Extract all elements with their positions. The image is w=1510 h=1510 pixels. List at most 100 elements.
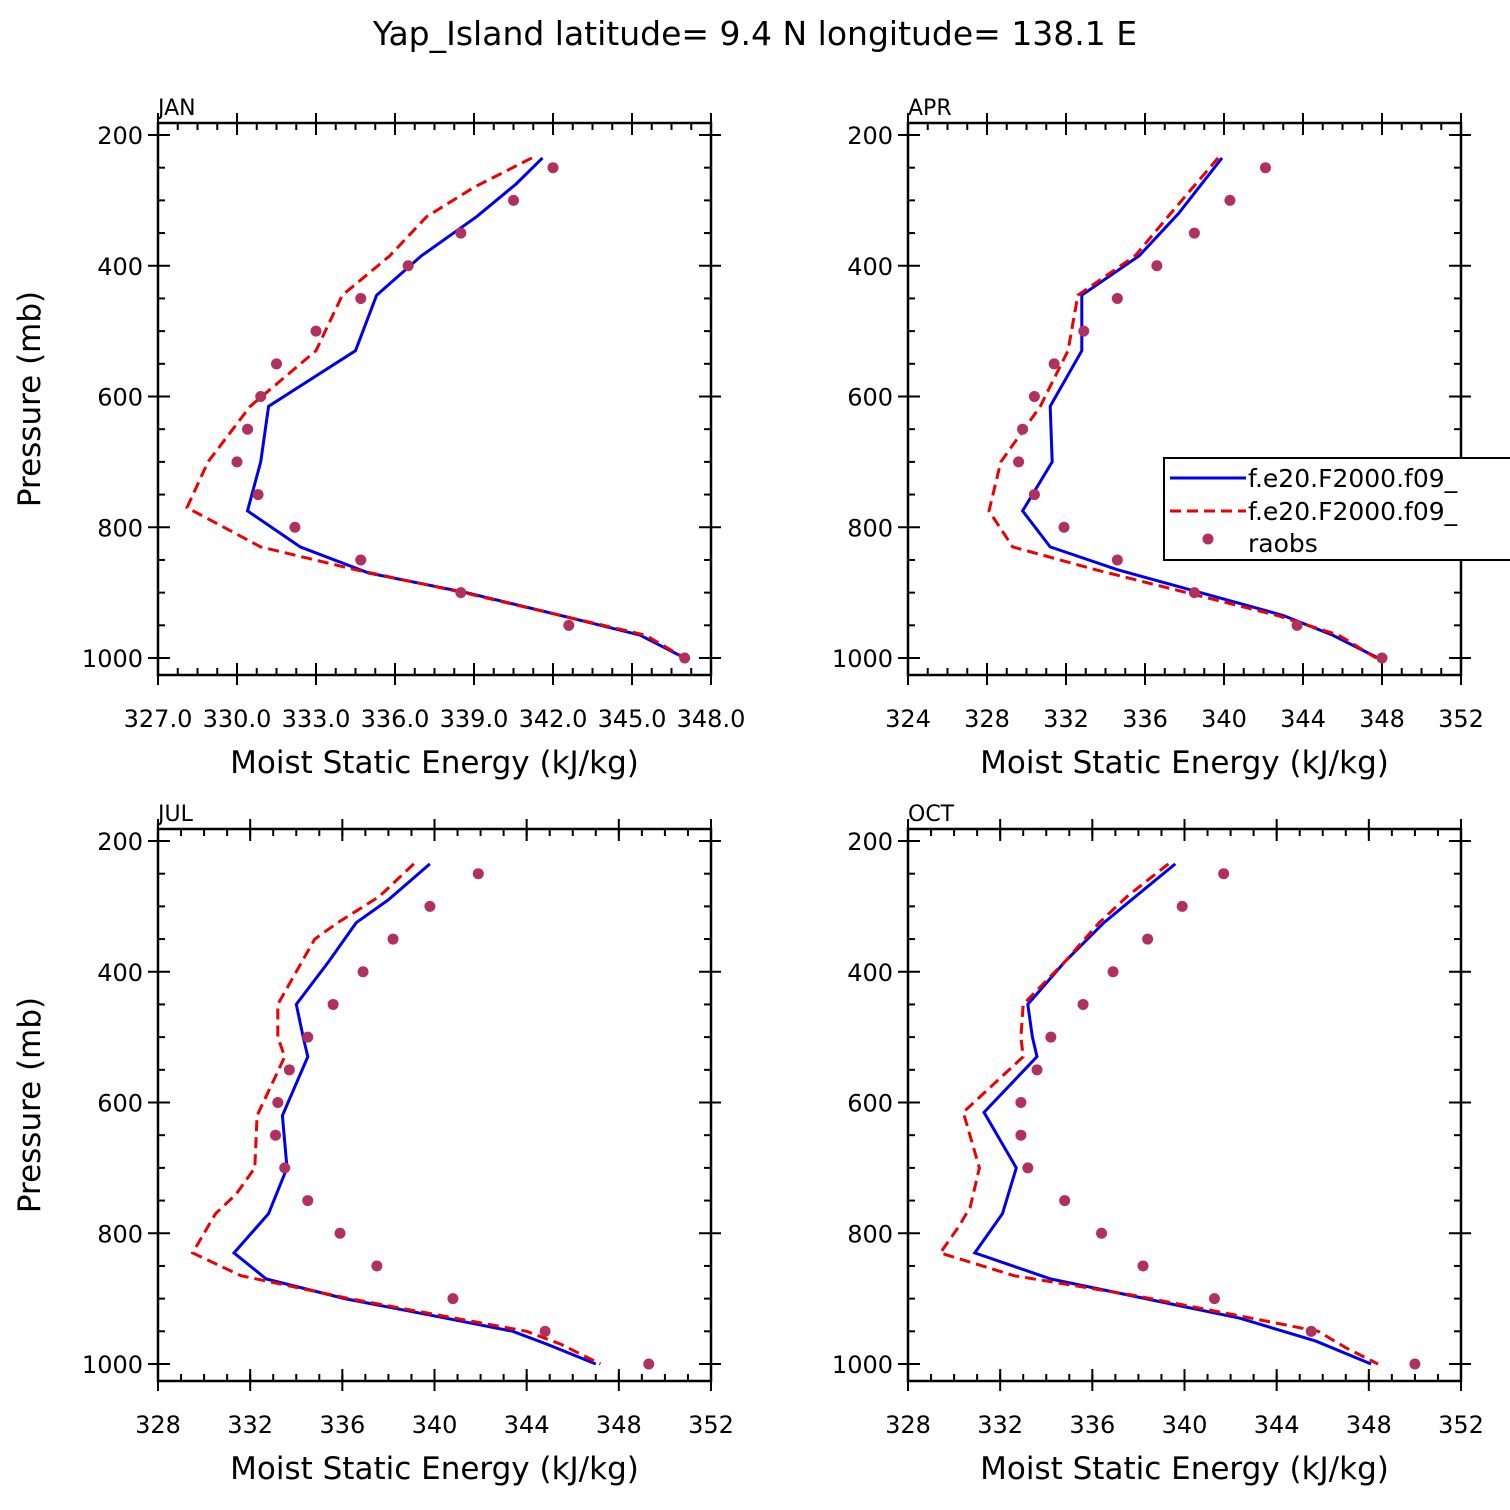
panel-oct: OCT 200 400 600 800 1000 328 332 336 340 344 348 352…	[832, 802, 1484, 1487]
y-tick-label: 800	[97, 514, 143, 542]
x-tick-label: 348	[1346, 1411, 1392, 1439]
raobs-point	[547, 162, 559, 174]
panel-title: APR	[908, 96, 952, 121]
x-tick-label: 328	[135, 1411, 181, 1439]
raobs-point	[289, 521, 301, 533]
raobs-point	[1017, 423, 1029, 435]
raobs-point	[371, 1260, 383, 1272]
y-tick-label: 200	[847, 122, 893, 150]
raobs-point	[1142, 933, 1154, 945]
raobs-point	[455, 227, 467, 239]
x-tick-label: 348.0	[677, 705, 746, 733]
y-tick-label: 800	[847, 1220, 893, 1248]
figure-title: Yap_Island latitude= 9.4 N longitude= 13…	[372, 14, 1137, 53]
y-tick-label: 1000	[832, 1351, 893, 1379]
panel-apr: APR 200 400 600 800 1000 324 328 332 336 340 344 348…	[832, 96, 1484, 781]
raobs-point	[270, 1129, 282, 1141]
series-line-model-2	[185, 156, 686, 660]
raobs-point	[402, 260, 414, 272]
raobs-point	[355, 554, 367, 566]
legend: f.e20.F2000.f09_ f.e20.F2000.f09_raobs	[1163, 457, 1510, 561]
raobs-point	[472, 868, 484, 880]
y-axis-label: Pressure (mb)	[12, 997, 48, 1213]
raobs-point	[242, 423, 254, 435]
y-tick-label: 400	[97, 253, 143, 281]
y-tick-label: 1000	[82, 1351, 143, 1379]
legend-label: f.e20.F2000.f09_	[1248, 497, 1458, 526]
legend-label: f.e20.F2000.f09_	[1248, 464, 1458, 493]
y-tick-label: 600	[97, 1090, 143, 1118]
series-line-model-1	[972, 862, 1372, 1366]
legend-box	[1163, 457, 1510, 561]
legend-label: raobs	[1248, 529, 1318, 558]
y-tick-label: 400	[97, 959, 143, 987]
raobs-point	[1107, 966, 1119, 978]
raobs-point	[1111, 292, 1123, 304]
x-tick-label: 327.0	[124, 705, 193, 733]
series-line-model-1	[1020, 156, 1379, 660]
x-tick-label: 332	[227, 1411, 273, 1439]
x-axis-label: Moist Static Energy (kJ/kg)	[980, 745, 1389, 781]
x-tick-label: 340	[1162, 1411, 1208, 1439]
x-tick-label: 344	[1280, 705, 1326, 733]
panel-jul: JUL 200 400 600 800 1000 328 332 336 340 344 348 352…	[12, 802, 734, 1487]
raobs-point	[539, 1325, 551, 1337]
y-tick-label: 800	[97, 1220, 143, 1248]
plot-frame	[156, 121, 713, 677]
raobs-point	[283, 1064, 295, 1076]
x-tick-label: 340	[412, 1411, 458, 1439]
series-line-model-2	[937, 862, 1379, 1366]
panel-title: JUL	[156, 802, 194, 827]
x-tick-label: 340	[1201, 705, 1247, 733]
raobs-point	[355, 292, 367, 304]
x-tick-label: 339.0	[440, 705, 509, 733]
raobs-point	[271, 358, 282, 370]
series-line-model-2	[190, 862, 602, 1366]
raobs-point	[424, 900, 436, 912]
x-tick-label: 336.0	[361, 705, 430, 733]
raobs-point	[252, 489, 264, 501]
y-tick-label: 1000	[82, 645, 143, 673]
raobs-point	[1224, 194, 1236, 206]
x-tick-label: 336	[1122, 705, 1168, 733]
x-tick-label: 324	[885, 705, 931, 733]
raobs-point	[1077, 998, 1089, 1010]
x-tick-label: 352	[1438, 1411, 1484, 1439]
raobs-point	[302, 1195, 314, 1207]
raobs-point	[1376, 652, 1388, 664]
raobs-point	[1208, 1293, 1220, 1305]
raobs-point	[310, 325, 322, 337]
x-tick-label: 330.0	[203, 705, 272, 733]
x-tick-label: 352	[688, 1411, 734, 1439]
x-axis-label: Moist Static Energy (kJ/kg)	[230, 1451, 639, 1487]
raobs-point	[1409, 1358, 1421, 1370]
raobs-point	[455, 587, 467, 599]
x-tick-label: 345.0	[598, 705, 667, 733]
series-line-model-1	[231, 862, 597, 1366]
raobs-point	[679, 652, 691, 664]
raobs-point	[279, 1162, 291, 1174]
raobs-point	[272, 1097, 284, 1108]
y-tick-label: 200	[847, 828, 893, 856]
raobs-point	[1111, 554, 1123, 566]
x-tick-label: 336	[1069, 1411, 1115, 1439]
raobs-point	[1015, 1129, 1027, 1141]
raobs-point	[1259, 162, 1271, 174]
y-tick-label: 400	[847, 253, 893, 281]
raobs-point	[1045, 1031, 1057, 1043]
raobs-point	[563, 619, 575, 631]
raobs-point	[327, 998, 339, 1010]
x-tick-label: 344	[1254, 1411, 1300, 1439]
x-tick-label: 342.0	[519, 705, 588, 733]
raobs-point	[1078, 325, 1090, 337]
raobs-point	[255, 391, 267, 402]
raobs-point	[1048, 358, 1060, 370]
raobs-point	[357, 966, 369, 978]
raobs-point	[447, 1293, 459, 1305]
panel-jan: JAN 200 400 600 800 1000 327.0 330.0 333.0 336.0 3…	[12, 96, 745, 781]
raobs-point	[1305, 1325, 1317, 1337]
x-tick-label: 328	[964, 705, 1010, 733]
x-tick-label: 344	[504, 1411, 550, 1439]
raobs-point	[387, 933, 399, 945]
